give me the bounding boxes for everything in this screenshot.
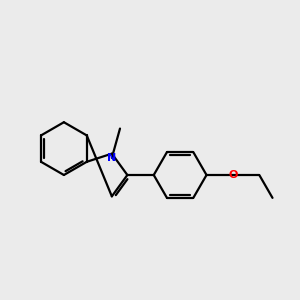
Text: O: O <box>228 170 238 180</box>
Text: N: N <box>107 153 116 163</box>
